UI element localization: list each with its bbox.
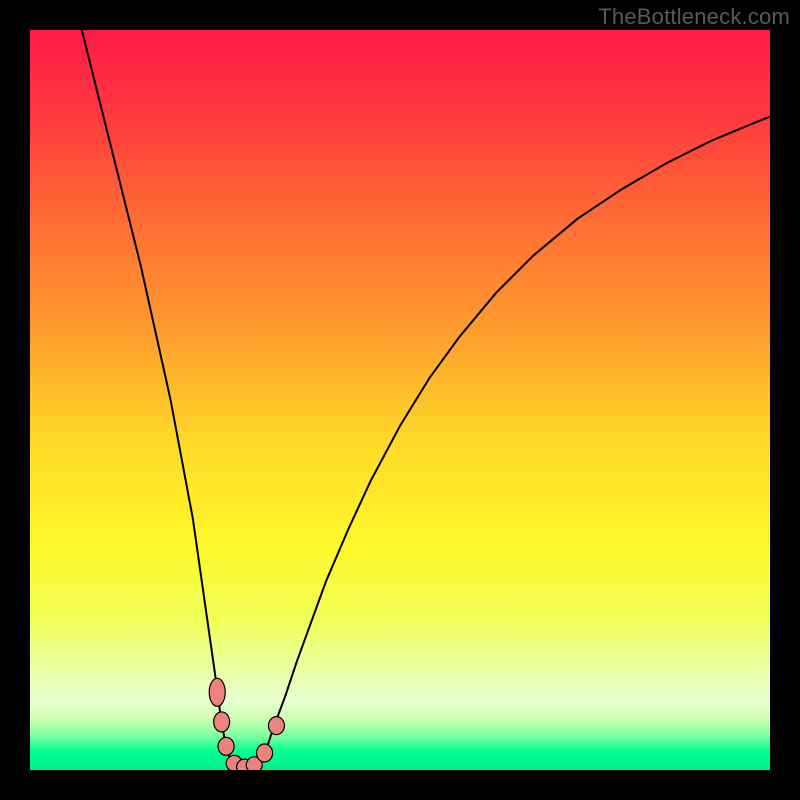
chart-svg (30, 30, 770, 770)
valley-marker (268, 717, 284, 735)
plot-area (30, 30, 770, 770)
valley-marker (214, 712, 230, 732)
valley-marker (218, 737, 234, 755)
chart-container: TheBottleneck.com (0, 0, 800, 800)
valley-marker (209, 678, 225, 706)
watermark-text: TheBottleneck.com (598, 4, 790, 30)
plot-frame (30, 30, 770, 770)
valley-marker (257, 744, 273, 762)
gradient-background (30, 30, 770, 770)
